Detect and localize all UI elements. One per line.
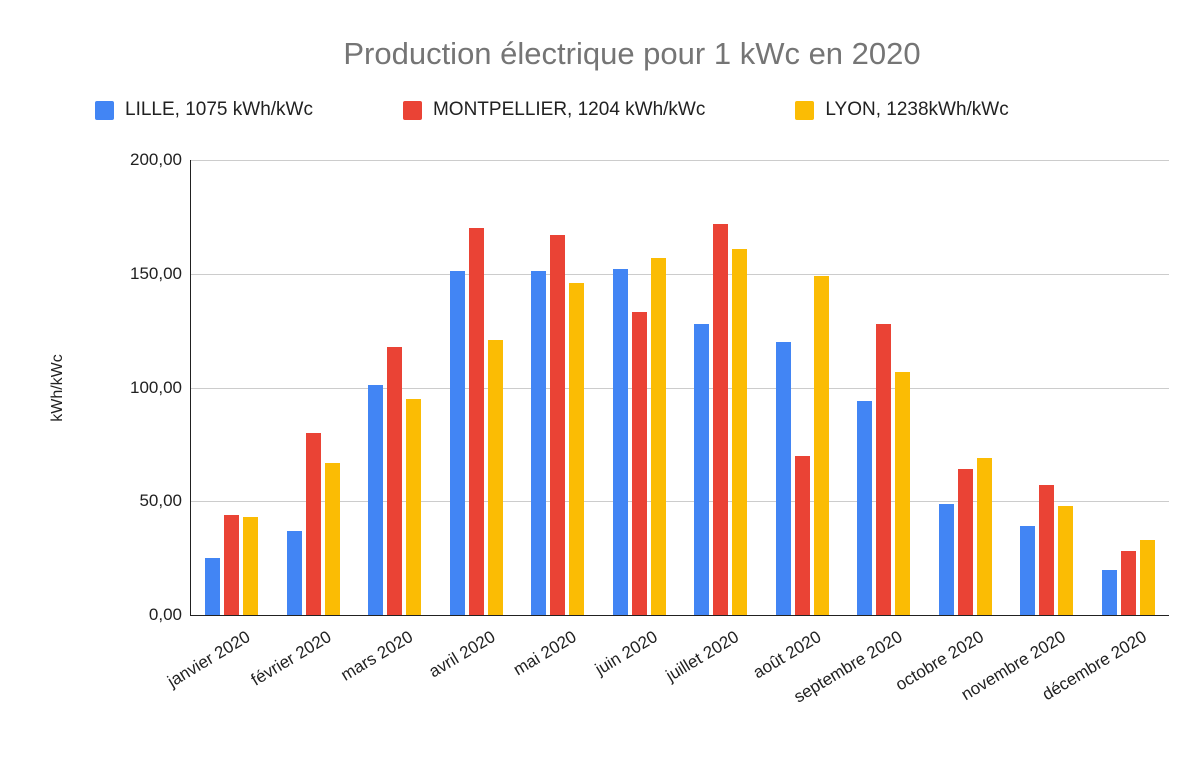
- bar-montpellier-janvier-2020: [224, 514, 240, 615]
- bar-lyon-février-2020: [324, 462, 340, 615]
- gridline: [191, 160, 1169, 161]
- bar-lyon-juillet-2020: [732, 248, 748, 615]
- bar-montpellier-novembre-2020: [1039, 485, 1055, 615]
- x-axis-label: avril 2020: [425, 627, 499, 682]
- legend-item-lyon[interactable]: LYON, 1238kWh/kWc: [795, 99, 1009, 121]
- bar-lyon-janvier-2020: [243, 517, 259, 615]
- bar-montpellier-mars-2020: [387, 346, 403, 615]
- legend: LILLE, 1075 kWh/kWc MONTPELLIER, 1204 kW…: [95, 99, 1009, 121]
- legend-label-lille: LILLE, 1075 kWh/kWc: [125, 99, 313, 120]
- y-axis-tick-label: 200,00: [130, 150, 182, 169]
- bar-lille-avril-2020: [449, 271, 465, 615]
- bar-lyon-mars-2020: [406, 398, 422, 615]
- y-axis-tick-label: 50,00: [139, 491, 182, 511]
- legend-label-lyon: LYON, 1238kWh/kWc: [825, 99, 1009, 120]
- y-axis-title: kWh/kWc: [49, 354, 66, 422]
- legend-swatch-blue-icon: [95, 100, 114, 120]
- bar-montpellier-février-2020: [305, 433, 321, 615]
- x-axis-label: juin 2020: [592, 627, 662, 679]
- bar-montpellier-juin-2020: [631, 312, 647, 615]
- bar-montpellier-octobre-2020: [957, 469, 973, 615]
- bar-lille-janvier-2020: [205, 558, 221, 615]
- legend-label-montpellier: MONTPELLIER, 1204 kWh/kWc: [432, 99, 706, 120]
- bar-lille-mai-2020: [531, 271, 547, 615]
- bar-lyon-décembre-2020: [1139, 539, 1155, 615]
- bar-lille-juillet-2020: [694, 323, 710, 615]
- bar-lille-septembre-2020: [857, 401, 873, 615]
- y-axis-tick-label: 0,00: [148, 605, 182, 624]
- bar-montpellier-avril-2020: [468, 228, 484, 615]
- x-axis-label: janvier 2020: [164, 627, 254, 691]
- legend-item-montpellier[interactable]: MONTPELLIER, 1204 kWh/kWc: [402, 99, 706, 121]
- x-axis-label: mai 2020: [509, 627, 580, 680]
- bar-montpellier-décembre-2020: [1120, 551, 1136, 615]
- x-axis-label: février 2020: [248, 627, 336, 690]
- legend-swatch-red-icon: [402, 100, 422, 120]
- bar-lille-mars-2020: [368, 385, 384, 615]
- bar-lille-octobre-2020: [938, 503, 954, 615]
- gridline: [191, 273, 1169, 275]
- bar-lyon-septembre-2020: [895, 371, 911, 615]
- bar-lyon-mai-2020: [569, 282, 585, 615]
- gridline: [191, 501, 1169, 503]
- x-axis-label: juillet 2020: [663, 627, 743, 686]
- bar-lyon-octobre-2020: [976, 458, 992, 615]
- bar-montpellier-août-2020: [794, 455, 810, 615]
- gridline: [191, 387, 1169, 389]
- legend-swatch-yellow-icon: [795, 100, 815, 120]
- bar-lille-août-2020: [775, 342, 791, 615]
- bar-lyon-novembre-2020: [1058, 505, 1074, 615]
- y-axis-tick-label: 100,00: [130, 377, 182, 397]
- bar-montpellier-septembre-2020: [876, 323, 892, 615]
- bar-lille-novembre-2020: [1020, 526, 1036, 615]
- bar-montpellier-juillet-2020: [713, 223, 729, 615]
- bar-lyon-juin-2020: [650, 257, 666, 615]
- bar-lille-février-2020: [286, 530, 302, 615]
- y-axis-tick-label: 150,00: [130, 263, 182, 283]
- bar-montpellier-mai-2020: [550, 235, 566, 615]
- chart-title: Production électrique pour 1 kWc en 2020: [343, 36, 921, 71]
- x-axis-label: août 2020: [749, 627, 825, 683]
- plot-area: 0,00 50,00 100,00 150,00 200,00 janvier 2020 f…: [130, 150, 1169, 707]
- bar-lille-décembre-2020: [1101, 569, 1117, 615]
- legend-item-lille[interactable]: LILLE, 1075 kWh/kWc: [95, 99, 313, 121]
- bar-lyon-avril-2020: [487, 339, 503, 615]
- bar-lille-juin-2020: [612, 269, 628, 615]
- x-axis-label: mars 2020: [337, 627, 417, 685]
- bar-lyon-août-2020: [813, 276, 829, 615]
